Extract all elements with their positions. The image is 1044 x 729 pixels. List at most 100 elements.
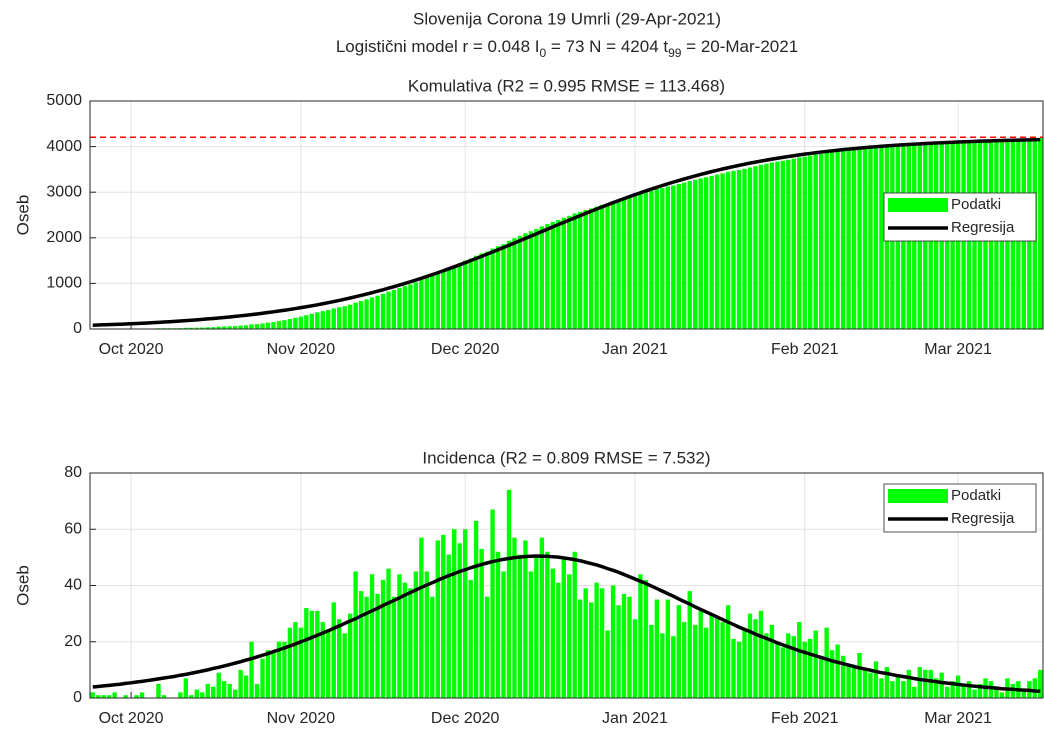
bar — [605, 630, 610, 698]
bar — [369, 574, 375, 698]
bar — [868, 147, 873, 329]
bar — [243, 325, 249, 329]
bar — [840, 150, 846, 329]
bar — [851, 667, 857, 698]
bar — [1038, 669, 1043, 698]
bar — [671, 636, 676, 698]
bar — [331, 602, 336, 698]
bar — [232, 326, 238, 329]
bar — [468, 258, 473, 329]
axes-box — [89, 100, 1044, 330]
bar — [106, 695, 112, 698]
bar — [578, 599, 583, 698]
bar — [353, 571, 358, 698]
bar — [90, 692, 95, 698]
bar — [742, 630, 747, 698]
bar — [96, 695, 101, 698]
axes: Komulativa (R2 = 0.995 RMSE = 113.468) Os… — [13, 76, 1044, 358]
bar — [703, 177, 709, 329]
bar — [857, 148, 862, 329]
bar — [660, 188, 665, 329]
bar — [386, 568, 391, 698]
bar — [906, 669, 912, 698]
axes-title: Komulativa (R2 = 0.995 RMSE = 113.468) — [408, 76, 725, 95]
bar — [211, 327, 216, 329]
bar — [610, 201, 616, 329]
bar — [364, 299, 369, 329]
bar — [824, 627, 829, 698]
regression-line — [92, 554, 1041, 693]
bar — [342, 306, 347, 329]
bar — [725, 171, 731, 329]
regression-line — [92, 137, 1041, 327]
bar — [539, 537, 545, 698]
bar — [326, 310, 331, 329]
bar — [923, 669, 928, 698]
bar — [665, 599, 671, 698]
bar — [682, 622, 687, 698]
bar — [249, 641, 254, 698]
bar — [468, 579, 473, 698]
bar — [917, 667, 922, 698]
bar — [802, 641, 807, 698]
bar — [780, 647, 786, 698]
bar — [572, 213, 577, 329]
bar — [200, 327, 205, 329]
bar — [813, 630, 818, 698]
axes-box — [89, 472, 1044, 699]
bar — [797, 622, 802, 698]
bar — [479, 548, 484, 698]
bar — [424, 277, 430, 329]
bar — [523, 233, 528, 329]
bar — [758, 610, 764, 698]
bar — [243, 675, 249, 698]
bar — [517, 235, 523, 329]
bar — [868, 672, 873, 698]
bar — [419, 537, 424, 698]
bar — [829, 151, 835, 329]
y-tick-label: 20 — [64, 633, 82, 650]
bar — [435, 273, 440, 329]
bar — [621, 198, 627, 329]
bar — [397, 288, 402, 329]
bar — [643, 579, 649, 698]
x-tick-label: Feb 2021 — [771, 341, 839, 358]
bar — [139, 692, 145, 698]
bar — [298, 316, 304, 329]
bar — [682, 182, 687, 329]
bar — [851, 149, 857, 329]
bar — [786, 633, 791, 698]
bar — [534, 228, 539, 329]
bar — [320, 622, 325, 698]
x-tick-label: Dec 2020 — [431, 710, 500, 727]
bar — [934, 678, 939, 698]
bar — [840, 655, 846, 698]
bar — [545, 551, 550, 698]
x-tick-label: Nov 2020 — [267, 341, 336, 358]
legend-label: Regresija — [951, 219, 1015, 236]
bar — [194, 689, 199, 698]
bar — [501, 571, 506, 698]
bar — [879, 146, 884, 329]
bar — [605, 203, 610, 329]
bar — [873, 661, 879, 698]
bar — [265, 650, 271, 698]
bar — [304, 608, 309, 698]
bar — [654, 189, 660, 329]
bar — [156, 683, 161, 698]
bar — [446, 268, 451, 329]
bar — [649, 624, 654, 698]
bar — [775, 161, 780, 329]
bar — [698, 178, 703, 329]
legend-swatch — [888, 489, 948, 503]
bar — [309, 313, 315, 329]
bar — [720, 173, 725, 329]
bar — [550, 221, 555, 329]
bar — [610, 585, 616, 698]
x-tick-label: Feb 2021 — [771, 710, 839, 727]
axes-title: Incidenca (R2 = 0.809 RMSE = 7.532) — [422, 448, 710, 467]
y-tick-label: 5000 — [46, 92, 82, 109]
legend-label: Regresija — [951, 510, 1015, 527]
y-tick-label: 60 — [64, 520, 82, 537]
bar — [221, 326, 227, 329]
